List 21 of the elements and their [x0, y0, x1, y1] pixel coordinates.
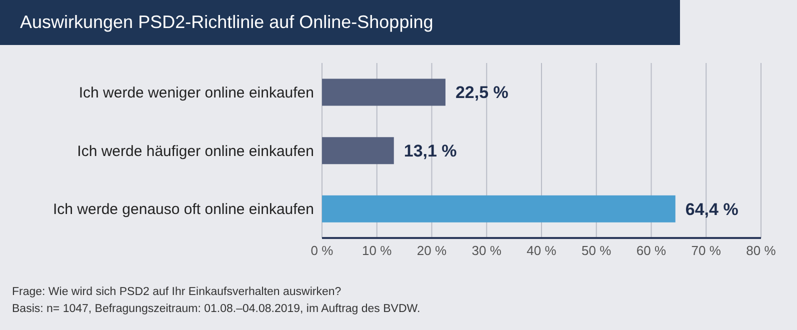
bar: [322, 78, 446, 106]
x-tick-label: 80 %: [746, 243, 776, 258]
data-label: 64,4 %: [685, 200, 738, 219]
x-tick-label: 40 %: [526, 243, 557, 258]
y-tick-label: Ich werde genauso oft online einkaufen: [52, 201, 314, 218]
text: Basis: n= 1047, Befragungszeitraum: 01.08.–04.08.2019, im Auftrag des BVDW.: [12, 302, 420, 317]
x-tick-label: 20 %: [416, 243, 447, 258]
data-label: 13,1 %: [404, 142, 457, 161]
bar: [322, 137, 394, 164]
x-tick-label: 50 %: [582, 243, 612, 258]
x-tick-label: 10 %: [362, 243, 392, 258]
bar: [322, 195, 676, 222]
x-tick-label: 30 %: [472, 243, 502, 258]
y-tick-label: Ich werde weniger online einkaufen: [78, 84, 314, 102]
y-tick-label: Ich werde häufiger online einkaufen: [77, 142, 314, 160]
data-label: 22,5 %: [455, 83, 508, 102]
x-tick-label: 0 %: [310, 243, 334, 258]
chart-title: Auswirkungen PSD2-Richtlinie auf Online-Shopping: [0, 0, 680, 45]
text: Frage: Wie wird sich PSD2 auf Ihr Einkaufsverhalten auswirken?: [12, 285, 342, 300]
x-tick-label: 70 %: [691, 243, 722, 258]
x-tick-label: 60 %: [636, 243, 666, 258]
